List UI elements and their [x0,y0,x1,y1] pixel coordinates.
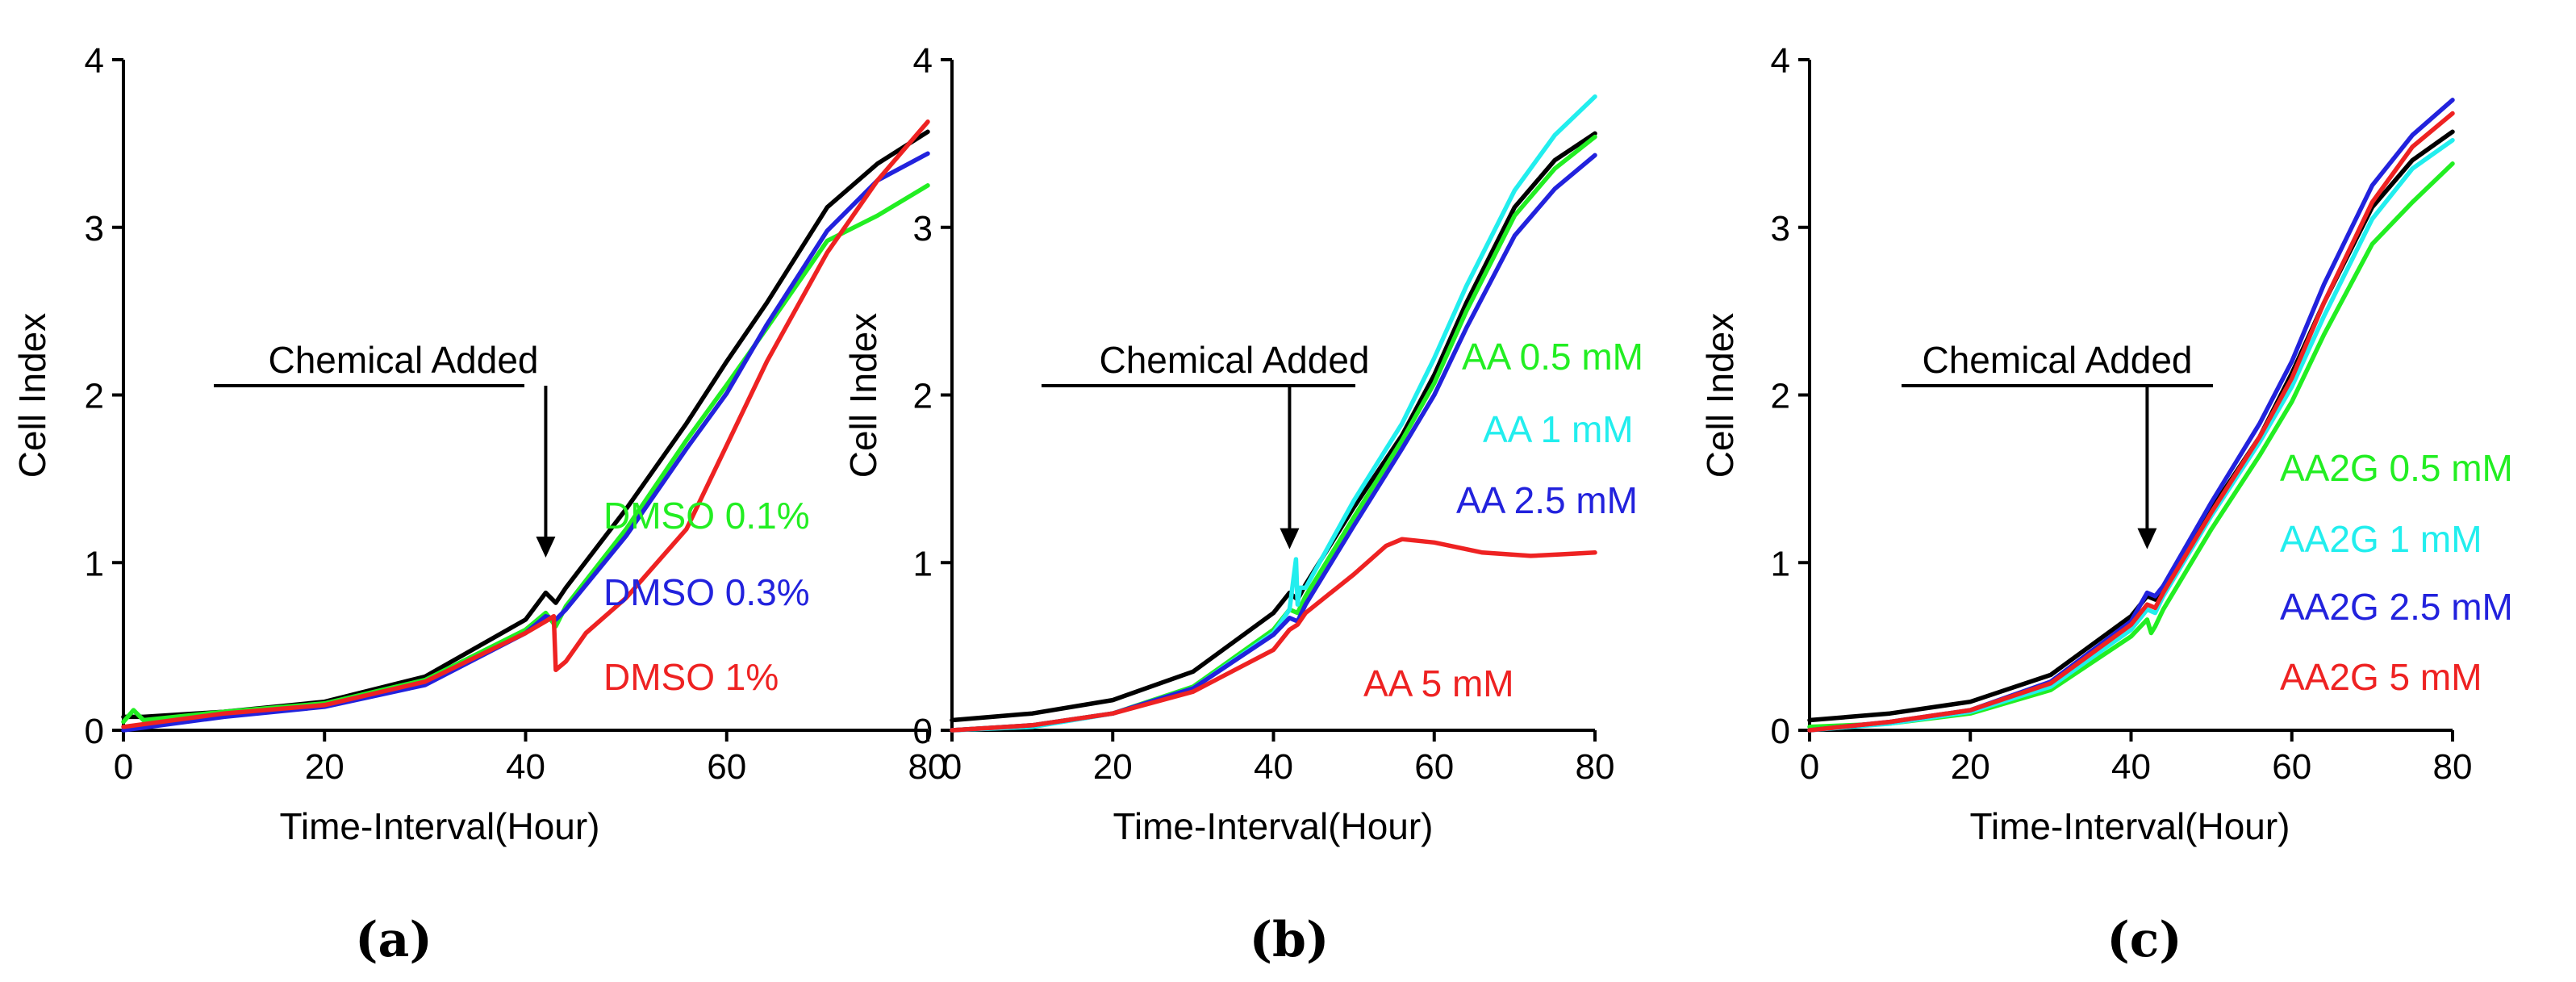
y-tick-label: 1 [913,544,933,583]
annotation-arrow-head [1280,528,1300,550]
x-tick-label: 40 [506,747,545,787]
series-line-aa2g-1-mm [1807,137,2455,733]
series-line-aa-5-mm [950,537,1597,733]
annotation-label: Chemical Added [269,339,539,381]
legend-label: DMSO 1% [603,656,779,698]
legend-label: DMSO 0.1% [603,495,810,537]
y-tick-label: 4 [1771,41,1790,81]
legend-label: AA2G 2.5 mM [2280,586,2513,628]
y-tick-label: 0 [913,712,933,751]
annotation-label: Chemical Added [1100,339,1370,381]
legend-label: AA 5 mM [1363,662,1514,704]
x-axis-label: Time-Interval(Hour) [1113,805,1433,847]
x-tick-label: 80 [2433,747,2473,787]
panel-label: (b) [1250,912,1330,968]
series-line-dmso-1- [121,119,930,729]
y-tick-label: 2 [85,377,104,416]
x-tick-label: 60 [2272,747,2311,787]
panel-label: (a) [355,912,432,968]
series-line-aa2g-5-mm [1807,111,2455,733]
y-axis-label: Cell Index [842,313,884,478]
y-tick-label: 2 [913,377,933,416]
x-tick-label: 0 [114,747,133,787]
y-tick-label: 2 [1771,377,1790,416]
panel-label: (c) [2106,912,2181,968]
y-tick-label: 4 [913,41,933,81]
y-tick-label: 3 [913,209,933,249]
legend-label: AA 1 mM [1483,408,1634,450]
x-tick-label: 40 [1254,747,1293,787]
x-axis-label: Time-Interval(Hour) [1969,805,2290,847]
y-axis-label: Cell Index [11,313,53,478]
annotation-label: Chemical Added [1923,339,2193,381]
series-line-aa2g-0-5-mm [1807,161,2455,729]
y-tick-label: 3 [1771,209,1790,249]
x-tick-label: 80 [1576,747,1615,787]
legend-label: AA2G 1 mM [2280,518,2482,560]
legend-label: AA 2.5 mM [1456,479,1638,521]
y-tick-label: 1 [1771,544,1790,583]
x-axis-label: Time-Interval(Hour) [279,805,599,847]
annotation-arrow-head [536,537,556,558]
x-tick-label: 20 [305,747,344,787]
legend-label: AA2G 0.5 mM [2280,447,2513,489]
x-tick-label: 20 [1093,747,1133,787]
x-tick-label: 60 [1414,747,1454,787]
y-tick-label: 4 [85,41,104,81]
x-tick-label: 0 [1800,747,1819,787]
y-tick-label: 1 [85,544,104,583]
x-tick-label: 60 [707,747,746,787]
y-tick-label: 3 [85,209,104,249]
chart-panel-3: 0 20 40 60 80 0 1 2 3 4 Time-Interval(Hour) Cell In… [1699,41,2513,968]
x-tick-label: 20 [1951,747,1990,787]
x-tick-label: 40 [2111,747,2151,787]
legend-label: DMSO 0.3% [603,571,810,613]
x-tick-label: 80 [908,747,948,787]
y-tick-label: 0 [85,712,104,751]
legend-label: AA2G 5 mM [2280,656,2482,698]
y-tick-label: 0 [1771,712,1790,751]
x-tick-label: 0 [942,747,962,787]
y-axis-label: Cell Index [1699,313,1741,478]
legend-label: AA 0.5 mM [1462,336,1643,378]
annotation-arrow-head [2137,528,2157,550]
